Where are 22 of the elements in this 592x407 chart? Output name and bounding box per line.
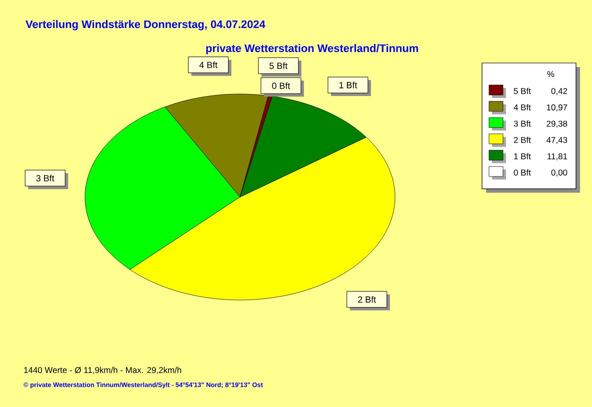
legend-label: 4 Bft: [514, 104, 531, 110]
legend-label: 5 Bft: [514, 88, 531, 94]
category-label: 0 Bft: [272, 82, 290, 89]
legend-label: 2 Bft: [514, 136, 531, 143]
data-label: 0,42: [551, 88, 568, 96]
chart-title: Verteilung Windstärke Donnerstag, 04.07.2024: [26, 20, 266, 30]
legend-title: %: [547, 71, 554, 78]
legend-label: 3 Bft: [514, 120, 531, 127]
slice-label: 3 Bft: [36, 174, 54, 182]
chart-subtitle: private Wetterstation Westerland/Tinnum: [206, 44, 418, 54]
data-label: 11,81: [548, 153, 568, 160]
data-label: 29,38: [546, 120, 568, 128]
text: 1440 Werte - Ø 11,9km/h - Max. 29,2km/h: [24, 366, 182, 374]
category-label: 2 Bft: [358, 296, 376, 303]
legend-label: 1 Bft: [514, 153, 531, 160]
text: 0,00: [551, 170, 568, 177]
legend-label: 0 Bft: [514, 169, 531, 176]
slice-label: 5 Bft: [270, 62, 288, 69]
data-label: 47,43: [546, 136, 568, 144]
data-label: 10,97: [546, 104, 568, 112]
slice-label: 4 Bft: [199, 62, 218, 68]
slice-label: 1 Bft: [339, 82, 358, 88]
